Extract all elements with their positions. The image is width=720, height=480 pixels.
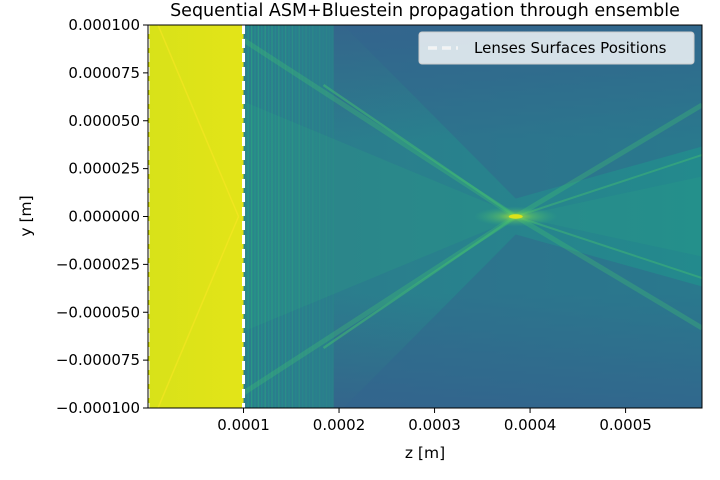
interference-band [254,25,256,408]
interference-band [322,25,324,408]
y-tick-label: −0.000100 [56,399,140,417]
lower-converging-ray [242,214,518,396]
chart-title: Sequential ASM+Bluestein propagation thr… [170,1,680,21]
interference-band [318,25,321,408]
lower-inner-diverging-ray [515,215,702,279]
interference-band [264,25,266,408]
interference-band [329,25,331,408]
y-tick-label: 0.000100 [68,16,140,34]
interference-band [305,25,307,408]
interference-band [291,25,294,408]
y-tick-label: −0.000025 [56,255,140,273]
legend: Lenses Surfaces Positions [418,31,695,65]
interference-band [257,25,260,408]
interference-band [281,25,283,408]
upper-converging-ray [242,37,518,219]
lower-diverging-ray [514,214,702,331]
y-tick-label: 0.000025 [68,160,140,178]
interference-band [308,25,311,408]
legend-box [418,31,695,65]
y-axis: 0.000100 0.000075 0.000050 0.000025 0.000000… [56,16,148,417]
upper-inner-ray [322,83,517,218]
interference-band [274,25,277,408]
y-tick-label: 0.000000 [68,208,140,226]
interference-band [278,25,280,408]
upper-inner-diverging-ray [515,154,702,218]
interference-band [312,25,314,408]
interference-band [261,25,263,408]
interference-band [250,25,253,408]
x-axis-label: z [m] [405,444,445,462]
lens-inner-ray [157,25,240,217]
interference-band [267,25,270,408]
interference-band [332,25,334,408]
upper-diverging-ray [514,102,702,219]
upper-dark-region [343,25,702,199]
lower-dark-region [343,234,702,408]
x-tick-label: 0.0003 [408,416,461,434]
interference-band [325,25,328,408]
legend-label: Lenses Surfaces Positions [474,39,667,57]
x-tick-label: 0.0004 [504,416,557,434]
lens-inner-ray [157,216,240,408]
y-tick-label: 0.000050 [68,112,140,130]
y-axis-label: y [m] [17,195,35,236]
x-tick-label: 0.0001 [217,416,270,434]
converging-cone [243,101,516,332]
interference-band [295,25,297,408]
focus-spot [508,214,523,219]
interference-band [271,25,273,408]
interference-band [315,25,317,408]
lens-region [148,25,244,408]
interference-band [288,25,290,408]
interference-band [247,25,249,408]
x-tick-label: 0.0005 [599,416,652,434]
plot-area [148,25,702,408]
lower-inner-ray [322,215,517,350]
x-tick-label: 0.0002 [313,416,366,434]
interference-band [301,25,304,408]
x-axis: 0.0001 0.0002 0.0003 0.0004 0.0005 [217,408,652,434]
y-tick-label: 0.000075 [68,64,140,82]
diverging-cone [515,176,702,257]
interference-band [284,25,287,408]
interference-band [298,25,300,408]
y-tick-label: −0.000050 [56,303,140,321]
y-tick-label: −0.000075 [56,351,140,369]
